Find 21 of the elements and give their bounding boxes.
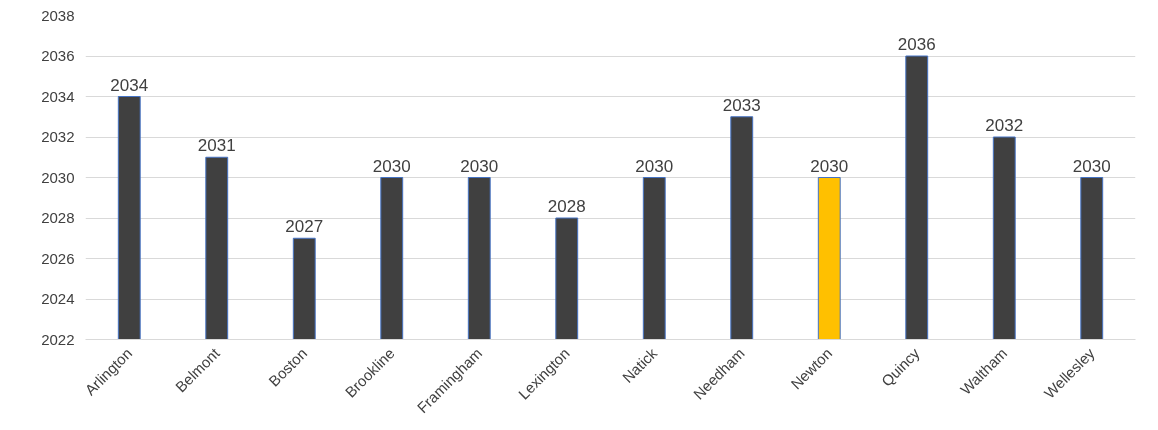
data-label: 2027 <box>285 217 324 237</box>
data-label: 2030 <box>635 156 674 176</box>
data-label: 2031 <box>197 136 236 156</box>
y-tick-label: 2022 <box>41 330 75 348</box>
y-tick-label: 2032 <box>41 128 75 145</box>
data-label: 2030 <box>372 156 411 176</box>
y-tick-label: 2028 <box>41 209 75 226</box>
y-tick-label: 2034 <box>41 87 75 105</box>
data-label: 2036 <box>897 35 936 54</box>
y-tick-label: 2030 <box>41 168 75 186</box>
data-label: 2028 <box>547 197 586 216</box>
y-tick-label: 2024 <box>41 290 75 307</box>
y-tick-label: 2038 <box>41 6 75 24</box>
y-tick-label: 2026 <box>41 249 75 267</box>
data-label: 2032 <box>985 116 1024 135</box>
data-label: 2030 <box>810 156 849 176</box>
data-label: 2030 <box>1072 156 1111 176</box>
y-tick-label: 2036 <box>41 47 75 64</box>
data-label: 2033 <box>722 95 761 115</box>
data-label: 2034 <box>110 75 149 95</box>
data-label: 2030 <box>460 156 499 176</box>
